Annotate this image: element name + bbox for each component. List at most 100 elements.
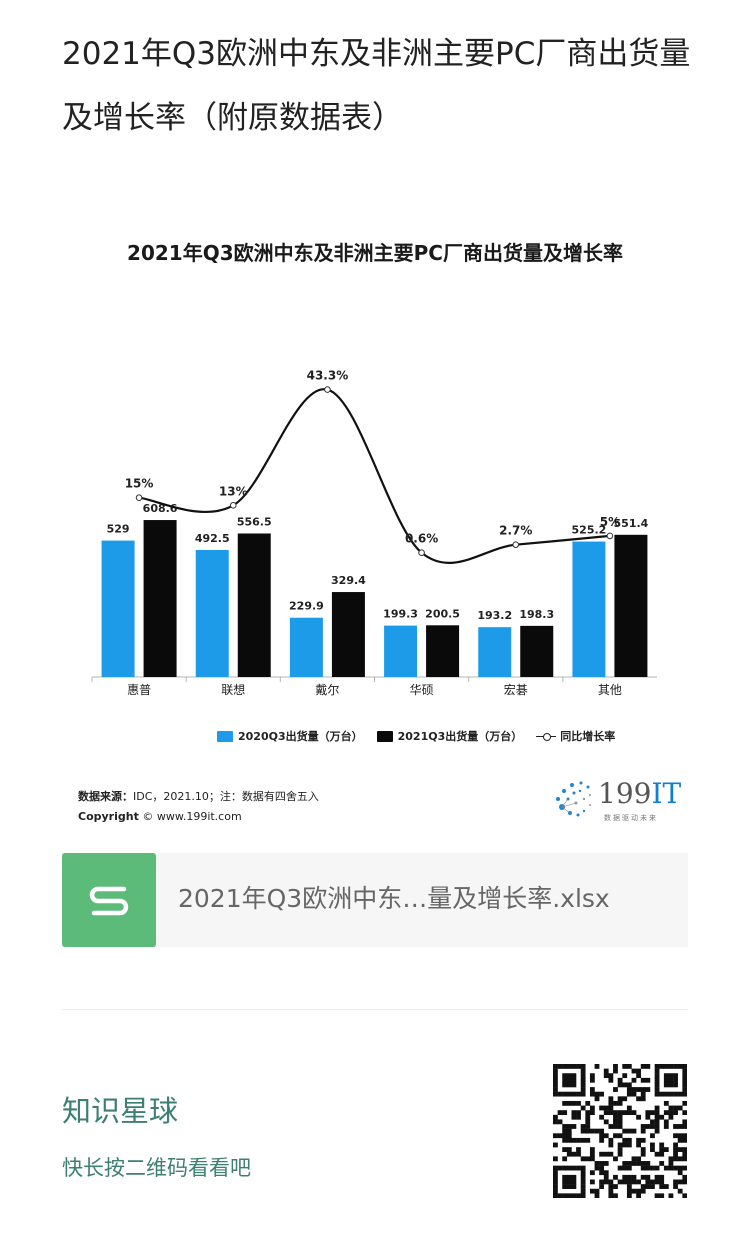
qr-module xyxy=(617,1124,623,1129)
qr-module xyxy=(608,1137,614,1143)
divider xyxy=(62,1009,688,1010)
qr-module xyxy=(557,1110,563,1116)
qr-module xyxy=(603,1073,609,1079)
legend-line-marker-icon xyxy=(536,731,557,742)
qr-module xyxy=(668,1161,674,1166)
bar-label-2020q3: 525.2 xyxy=(572,524,607,537)
qr-module xyxy=(562,1179,568,1185)
qr-module xyxy=(608,1096,614,1102)
qr-module xyxy=(594,1064,600,1069)
bar-label-2020q3: 199.3 xyxy=(383,608,418,621)
s-letter-icon xyxy=(89,886,129,916)
qr-module xyxy=(659,1174,665,1180)
qr-module xyxy=(566,1165,572,1171)
qr-module xyxy=(659,1064,665,1069)
qr-module xyxy=(622,1110,628,1116)
growth-rate-point xyxy=(512,541,520,548)
qr-module xyxy=(659,1147,665,1152)
qr-module xyxy=(663,1165,669,1171)
qr-module xyxy=(566,1133,572,1139)
qr-module xyxy=(562,1077,568,1083)
qr-module xyxy=(640,1151,646,1157)
qr-module xyxy=(673,1151,678,1157)
source-label: 数据来源： xyxy=(78,790,133,803)
qr-module xyxy=(663,1184,669,1189)
qr-module xyxy=(673,1147,678,1152)
qr-module xyxy=(557,1064,563,1069)
bar-2021q3 xyxy=(614,534,648,677)
qr-module xyxy=(673,1077,678,1083)
bar-2020q3 xyxy=(101,540,135,677)
qr-module xyxy=(617,1133,623,1139)
qr-module xyxy=(617,1151,623,1157)
qr-module xyxy=(622,1161,628,1166)
qr-module xyxy=(576,1193,581,1198)
qr-module xyxy=(566,1128,572,1134)
qr-module xyxy=(673,1179,678,1185)
qr-module xyxy=(571,1064,577,1069)
qr-module xyxy=(585,1114,591,1120)
qr-module xyxy=(580,1179,586,1185)
qr-module xyxy=(553,1184,558,1189)
bar-label-2021q3: 198.3 xyxy=(519,608,554,621)
qr-module xyxy=(636,1073,641,1079)
qr-module xyxy=(636,1114,641,1120)
qr-module xyxy=(599,1165,605,1171)
qr-module xyxy=(594,1193,600,1198)
qr-module xyxy=(599,1137,605,1143)
qr-module xyxy=(645,1064,651,1069)
qr-module xyxy=(677,1124,683,1129)
qr-module xyxy=(682,1110,687,1116)
qr-module xyxy=(603,1151,609,1157)
qr-module xyxy=(553,1156,558,1162)
qr-module xyxy=(594,1188,600,1194)
qr-module xyxy=(645,1179,651,1185)
file-attachment-card[interactable]: 2021年Q3欧洲中东…量及增长率.xlsx xyxy=(62,853,688,947)
qr-module xyxy=(682,1133,687,1139)
qr-module xyxy=(645,1087,651,1092)
qr-module xyxy=(682,1082,687,1088)
qr-module xyxy=(580,1184,586,1189)
bar-2021q3 xyxy=(426,625,460,677)
qr-module xyxy=(640,1128,646,1134)
growth-rate-label: 15% xyxy=(125,477,154,491)
qr-module xyxy=(589,1170,595,1176)
qr-module xyxy=(645,1165,651,1171)
qr-module xyxy=(631,1161,637,1166)
qr-module xyxy=(677,1137,683,1143)
qr-module xyxy=(562,1073,568,1079)
qr-module xyxy=(580,1064,586,1069)
category-label: 华硕 xyxy=(410,683,434,697)
qr-module xyxy=(640,1161,646,1166)
qr-module xyxy=(631,1156,637,1162)
qr-module xyxy=(617,1096,623,1102)
qr-module xyxy=(589,1147,595,1152)
qr-module xyxy=(585,1110,591,1116)
qr-module xyxy=(650,1124,655,1129)
growth-rate-point xyxy=(324,386,331,393)
chart-title: 2021年Q3欧洲中东及非洲主要PC厂商出货量及增长率 xyxy=(127,241,623,265)
qr-module xyxy=(580,1165,586,1171)
qr-module xyxy=(677,1091,683,1097)
qr-code-icon[interactable] xyxy=(553,1064,687,1198)
qr-module xyxy=(673,1124,678,1129)
qr-module xyxy=(650,1147,655,1152)
qr-module xyxy=(608,1073,614,1079)
qr-module xyxy=(650,1142,655,1148)
qr-module xyxy=(663,1073,669,1079)
qr-module xyxy=(682,1165,687,1171)
qr-module xyxy=(668,1073,674,1079)
qr-module xyxy=(562,1147,568,1152)
qr-module xyxy=(553,1174,558,1180)
qr-module xyxy=(553,1165,558,1171)
qr-module xyxy=(571,1174,577,1180)
qr-module xyxy=(571,1073,577,1079)
qr-module xyxy=(599,1161,605,1166)
qr-module xyxy=(599,1170,605,1176)
qr-module xyxy=(640,1087,646,1092)
qr-module xyxy=(673,1082,678,1088)
qr-module xyxy=(608,1077,614,1083)
qr-module xyxy=(580,1124,586,1129)
qr-module xyxy=(553,1114,558,1120)
qr-module xyxy=(654,1119,660,1125)
